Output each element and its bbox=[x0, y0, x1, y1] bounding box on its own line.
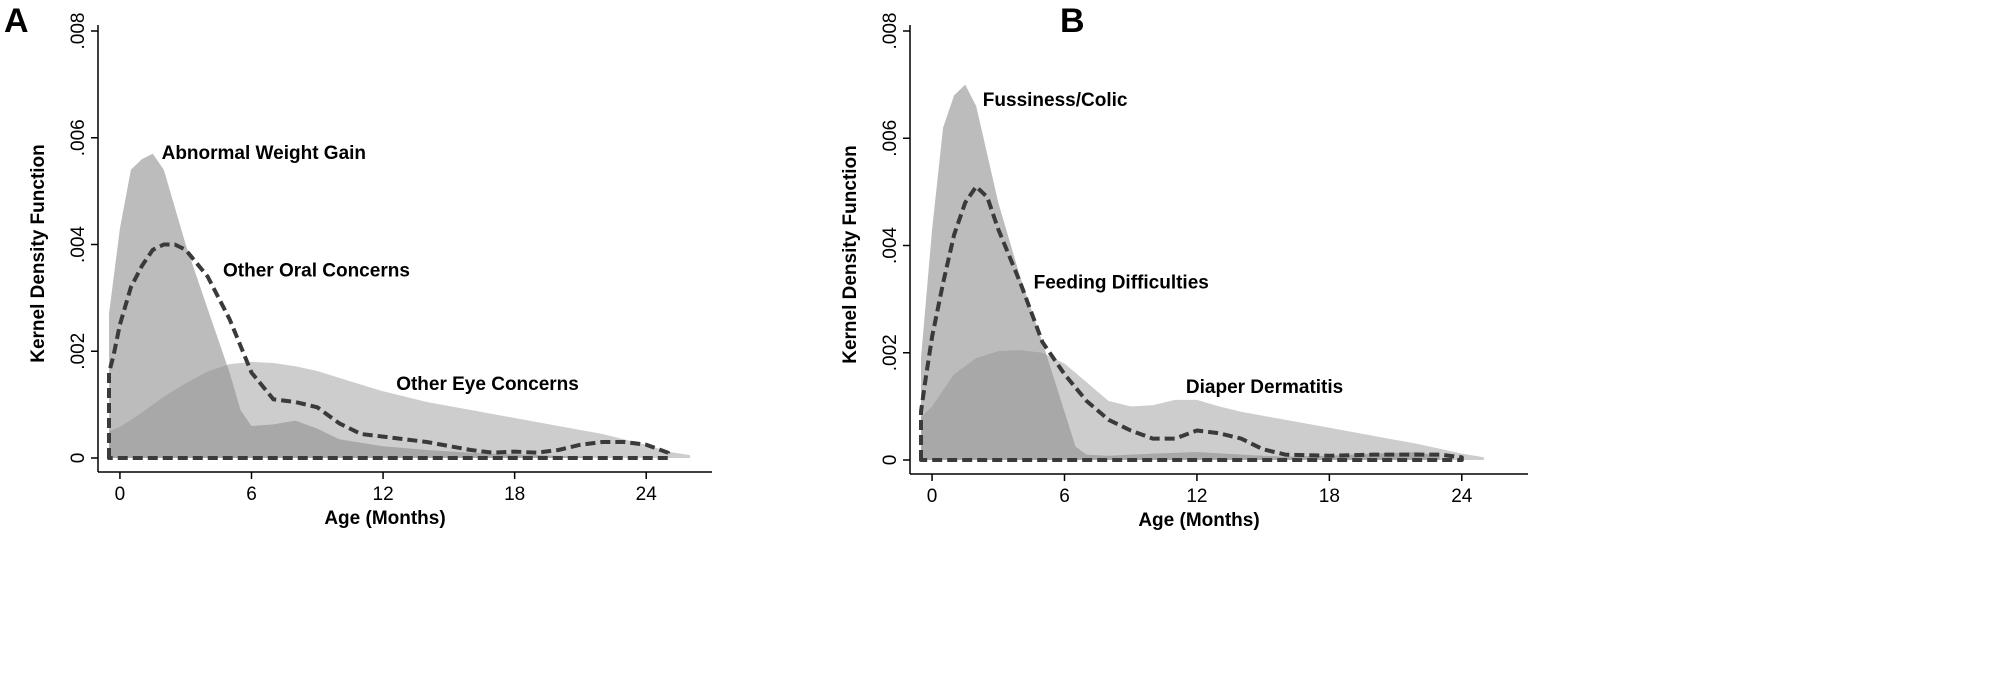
series-label-other-oral-concerns: Other Oral Concerns bbox=[223, 261, 410, 282]
series-label-feeding-difficulties: Feeding Difficulties bbox=[1034, 272, 1209, 293]
axes: 0 .002 .004 .006 .008 0 6 12 18 24 bbox=[68, 13, 712, 505]
y-tick-label: .004 bbox=[68, 226, 89, 263]
x-tick-label: 0 bbox=[115, 484, 126, 505]
x-axis-title: Age (Months) bbox=[1138, 510, 1259, 531]
y-axis-title: Kernel Density Function bbox=[840, 145, 861, 364]
y-tick-label: .006 bbox=[880, 120, 901, 157]
series-label-fussiness-colic: Fussiness/Colic bbox=[983, 90, 1128, 111]
x-tick-label: 0 bbox=[927, 486, 938, 507]
density-dashed-curves bbox=[107, 242, 671, 460]
density-area-fussiness-colic bbox=[921, 84, 1440, 460]
x-axis-title: Age (Months) bbox=[324, 508, 445, 529]
y-tick-label: .002 bbox=[880, 334, 901, 371]
x-tick-label: 12 bbox=[373, 484, 394, 505]
density-area-abnormal-weight-gain bbox=[109, 153, 592, 459]
panel-letter-b: B bbox=[1060, 2, 1085, 40]
series-label-diaper-dermatitis: Diaper Dermatitis bbox=[1186, 377, 1343, 398]
x-tick-label: 6 bbox=[246, 484, 257, 505]
y-tick-label: .008 bbox=[880, 13, 901, 50]
panel-b: B 0 .002 .004 .006 .008 0 6 12 18 24 Diaper Derma… bbox=[840, 2, 1528, 531]
series-labels: Other Eye Concerns Abnormal Weight Gain Ot… bbox=[162, 143, 579, 395]
y-tick-label: 0 bbox=[880, 455, 901, 466]
x-tick-label: 6 bbox=[1059, 486, 1070, 507]
density-areas bbox=[109, 153, 691, 459]
y-tick-label: 0 bbox=[68, 453, 89, 464]
density-areas bbox=[921, 84, 1484, 460]
series-label-other-eye-concerns: Other Eye Concerns bbox=[396, 374, 579, 395]
series-labels: Diaper Dermatitis Fussiness/Colic Feeding … bbox=[983, 90, 1343, 398]
y-axis-title: Kernel Density Function bbox=[28, 144, 49, 363]
x-tick-label: 24 bbox=[636, 484, 658, 505]
x-tick-label: 18 bbox=[1319, 486, 1340, 507]
y-tick-label: .008 bbox=[68, 13, 89, 50]
density-curve-other-oral-concerns bbox=[107, 242, 671, 460]
x-tick-label: 12 bbox=[1186, 486, 1207, 507]
y-tick-label: .006 bbox=[68, 119, 89, 156]
series-label-abnormal-weight-gain: Abnormal Weight Gain bbox=[162, 143, 366, 164]
axes: 0 .002 .004 .006 .008 0 6 12 18 24 bbox=[880, 13, 1528, 507]
panel-a: A 0 .002 .004 .006 .008 0 6 12 18 24 Other Eye Co… bbox=[4, 2, 712, 529]
panel-letter-a: A bbox=[4, 2, 29, 40]
y-tick-label: .004 bbox=[880, 227, 901, 264]
x-tick-label: 18 bbox=[504, 484, 525, 505]
y-tick-label: .002 bbox=[68, 333, 89, 370]
x-tick-label: 24 bbox=[1451, 486, 1473, 507]
